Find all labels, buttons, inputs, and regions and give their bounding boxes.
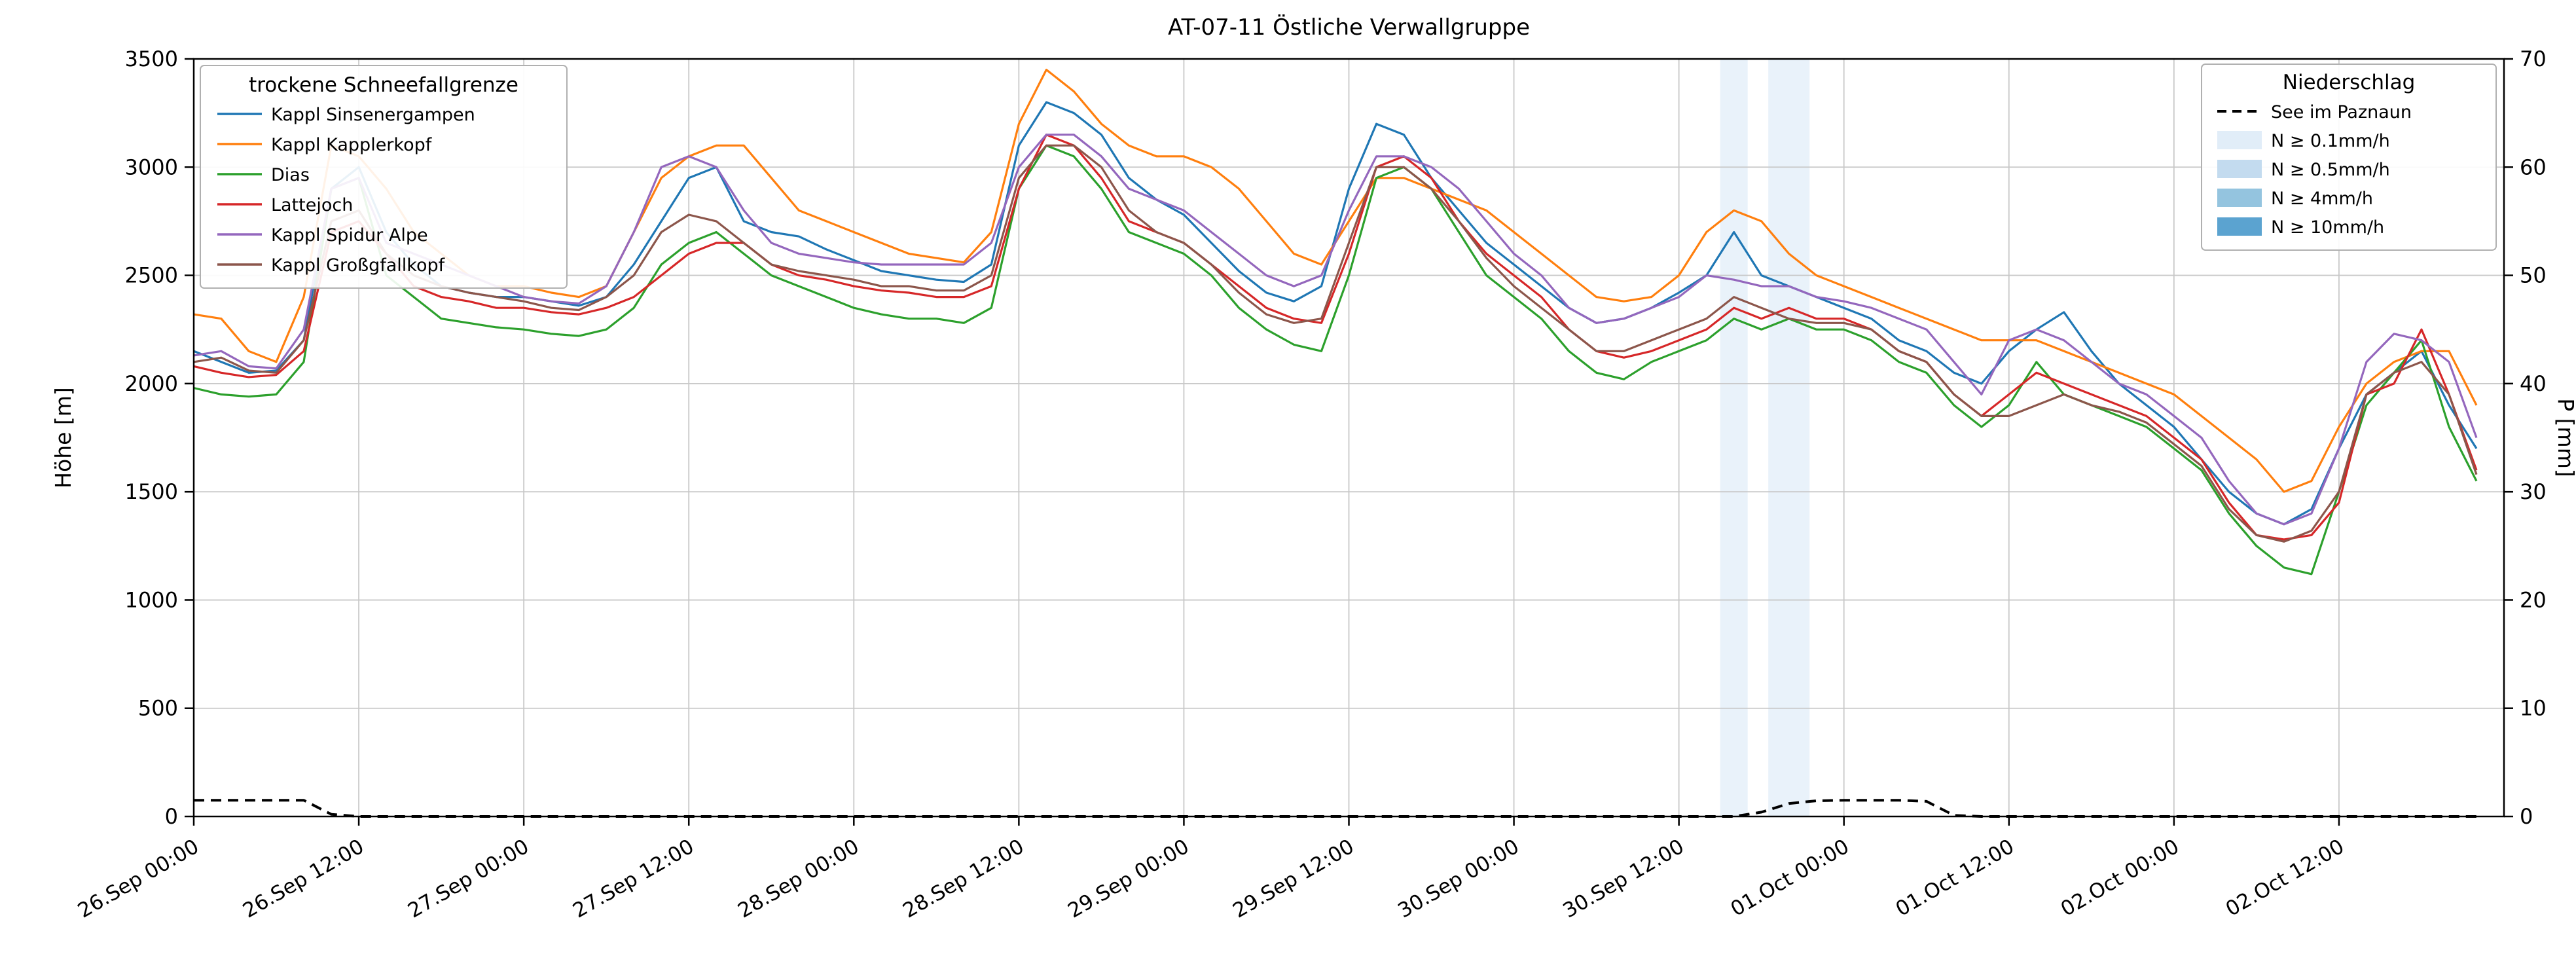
legend-precip-label: N ≥ 0.5mm/h: [2271, 160, 2390, 180]
svg-text:40: 40: [2520, 371, 2547, 396]
legend-line-label: Kappl Spidur Alpe: [271, 225, 428, 246]
series-lines: [193, 68, 2478, 576]
precip-band: [1768, 59, 1810, 816]
precip-dashed-line: [194, 799, 2476, 818]
svg-text:3500: 3500: [125, 46, 178, 71]
svg-text:2000: 2000: [125, 371, 178, 396]
svg-text:0: 0: [2520, 804, 2533, 829]
legend-precip-title: Niederschlag: [2283, 71, 2416, 94]
legend-precip-swatch: [2217, 131, 2262, 149]
svg-text:30.Sep 12:00: 30.Sep 12:00: [1559, 835, 1688, 923]
svg-text:2500: 2500: [125, 263, 178, 288]
chart-title: AT-07-11 Östliche Verwallgruppe: [1167, 14, 1531, 41]
svg-text:70: 70: [2520, 46, 2547, 71]
svg-text:28.Sep 00:00: 28.Sep 00:00: [734, 835, 863, 923]
svg-text:01.Oct 00:00: 01.Oct 00:00: [1727, 835, 1853, 921]
legend-line-label: Dias: [271, 165, 310, 185]
axis-ticks: [185, 58, 2513, 826]
svg-text:30.Sep 00:00: 30.Sep 00:00: [1394, 835, 1523, 923]
legend-lines: trockene Schneefallgrenze Kappl Sinsenerg…: [200, 65, 568, 289]
legend-precip-swatch: [2217, 189, 2262, 207]
svg-text:60: 60: [2520, 155, 2547, 179]
series-kappl-sinsenergampen: [193, 101, 2478, 526]
svg-text:10: 10: [2520, 696, 2547, 721]
svg-text:02.Oct 00:00: 02.Oct 00:00: [2057, 835, 2183, 921]
legend-line-label: Kappl Großgfallkopf: [271, 255, 446, 276]
legend-lines-title: trockene Schneefallgrenze: [249, 73, 518, 97]
legend-precip-swatch: [2217, 160, 2262, 178]
legend-precip-swatch: [2217, 217, 2262, 236]
series-lattejoch: [193, 134, 2478, 541]
svg-text:26.Sep 12:00: 26.Sep 12:00: [239, 835, 368, 923]
svg-text:02.Oct 12:00: 02.Oct 12:00: [2222, 835, 2348, 921]
legend-precip: Niederschlag See im Paznaun N ≥ 0.1mm/h N ≥…: [2201, 64, 2497, 251]
svg-text:50: 50: [2520, 263, 2547, 288]
series-kappl-gro-gfallkopf: [193, 144, 2478, 543]
svg-text:29.Sep 12:00: 29.Sep 12:00: [1229, 835, 1358, 923]
svg-text:1000: 1000: [125, 587, 178, 612]
precip-band: [1720, 59, 1748, 816]
y-axis-label-right: P [mm]: [2553, 398, 2576, 477]
legend-precip-label: N ≥ 0.1mm/h: [2271, 131, 2390, 151]
series-kappl-spidur-alpe: [193, 134, 2478, 526]
svg-text:20: 20: [2520, 587, 2547, 612]
svg-text:1500: 1500: [125, 479, 178, 504]
legend-line-label: Kappl Sinsenergampen: [271, 105, 475, 125]
svg-text:0: 0: [165, 804, 178, 829]
svg-text:27.Sep 00:00: 27.Sep 00:00: [404, 835, 533, 923]
legend-line-label: Lattejoch: [271, 195, 353, 215]
legend-line-label: Kappl Kapplerkopf: [271, 135, 433, 155]
svg-text:3000: 3000: [125, 155, 178, 179]
svg-text:500: 500: [138, 696, 178, 721]
legend-precip-label: N ≥ 10mm/h: [2271, 217, 2384, 238]
svg-text:27.Sep 12:00: 27.Sep 12:00: [569, 835, 698, 923]
legend-precip-label: N ≥ 4mm/h: [2271, 189, 2373, 209]
precip-bands: [1720, 59, 1810, 816]
svg-text:28.Sep 12:00: 28.Sep 12:00: [899, 835, 1028, 923]
legend-dashed-label: See im Paznaun: [2271, 102, 2412, 122]
svg-text:30: 30: [2520, 479, 2547, 504]
svg-text:29.Sep 00:00: 29.Sep 00:00: [1064, 835, 1193, 923]
svg-text:26.Sep 00:00: 26.Sep 00:00: [74, 835, 203, 923]
y-axis-label-left: Höhe [m]: [50, 387, 76, 488]
svg-text:01.Oct 12:00: 01.Oct 12:00: [1892, 835, 2018, 921]
